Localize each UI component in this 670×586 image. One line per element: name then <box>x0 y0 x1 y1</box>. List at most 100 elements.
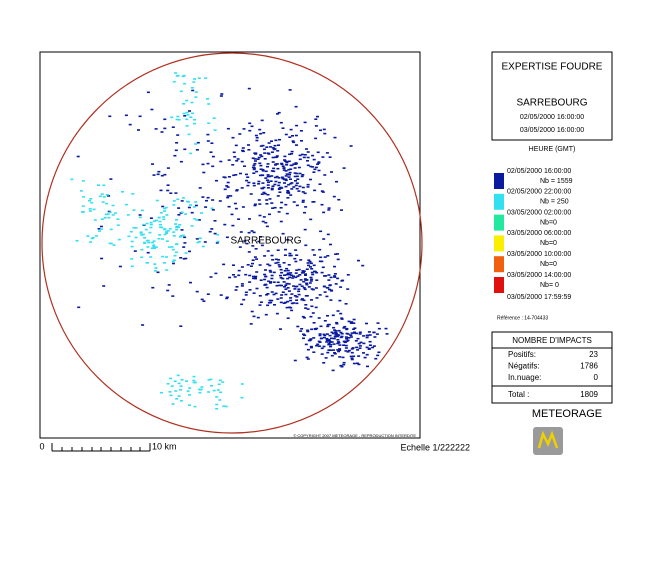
strike <box>246 264 250 266</box>
strike <box>332 195 336 198</box>
strike <box>306 348 310 351</box>
strike <box>340 332 344 335</box>
strike <box>263 152 267 154</box>
strike <box>332 343 336 345</box>
strike <box>270 277 274 280</box>
strike <box>293 175 297 178</box>
strike <box>180 379 184 381</box>
strike <box>249 193 253 195</box>
strike <box>252 292 256 294</box>
strike <box>326 315 329 317</box>
strike <box>322 333 326 336</box>
strike <box>347 320 351 323</box>
strike <box>289 194 293 196</box>
strike <box>248 129 252 132</box>
strike <box>175 118 179 121</box>
strike <box>302 317 306 319</box>
strike <box>333 335 337 338</box>
strike <box>186 390 190 392</box>
strike <box>292 141 296 144</box>
strike <box>286 269 290 272</box>
strike <box>312 264 316 267</box>
strike <box>258 162 262 165</box>
strike <box>242 128 246 130</box>
strike <box>180 211 184 214</box>
strike <box>240 285 244 287</box>
strike <box>376 354 380 357</box>
strike <box>353 327 357 329</box>
strike <box>290 309 294 312</box>
strike <box>330 341 334 343</box>
strike <box>94 235 98 237</box>
strike <box>244 291 248 294</box>
strike <box>274 156 278 159</box>
strike <box>311 288 315 291</box>
strike <box>357 342 361 345</box>
strike <box>88 199 91 202</box>
strike <box>285 161 289 164</box>
strike <box>293 359 297 362</box>
strike <box>344 336 348 338</box>
strike <box>235 189 239 192</box>
strike <box>268 198 272 200</box>
strike <box>286 190 290 192</box>
strike <box>175 398 179 400</box>
strike <box>270 202 274 204</box>
strike <box>283 182 286 184</box>
strike <box>215 403 219 406</box>
strike <box>160 174 164 177</box>
strike <box>170 385 174 387</box>
strike <box>295 299 299 301</box>
strike <box>266 304 270 307</box>
strike <box>169 377 172 380</box>
strike <box>259 132 263 135</box>
strike <box>252 182 256 184</box>
strike <box>219 160 223 163</box>
strike <box>211 209 215 211</box>
strike <box>216 233 219 236</box>
strike <box>163 127 167 130</box>
strike <box>296 325 300 328</box>
strike <box>276 150 280 152</box>
strike <box>251 259 255 261</box>
strike <box>288 173 291 176</box>
strike <box>207 391 211 393</box>
strike <box>200 386 204 388</box>
strike <box>248 274 252 277</box>
strike <box>295 302 299 305</box>
strike <box>287 290 291 292</box>
strike <box>337 198 341 201</box>
strike <box>267 302 271 304</box>
strike <box>263 158 267 160</box>
strike <box>100 218 104 220</box>
legend-count: Nb=0 <box>540 219 557 226</box>
strike <box>276 113 279 115</box>
strike <box>306 151 310 153</box>
strike <box>365 353 369 356</box>
strike <box>336 339 340 341</box>
legend-swatch <box>494 173 504 189</box>
strike <box>349 322 353 324</box>
strike <box>290 274 294 277</box>
strike <box>193 206 196 208</box>
strike <box>314 306 318 309</box>
strike <box>164 206 168 209</box>
strike <box>289 128 293 131</box>
strike <box>266 163 270 165</box>
strike <box>207 379 211 381</box>
strike <box>156 271 160 274</box>
strike <box>270 187 274 190</box>
strike <box>155 199 159 202</box>
strike <box>188 387 192 389</box>
strike <box>334 330 338 332</box>
strike <box>129 230 133 233</box>
strike <box>267 181 270 184</box>
strike <box>282 167 286 170</box>
strike <box>290 164 294 167</box>
strike <box>329 343 333 346</box>
strike <box>316 151 320 154</box>
strike <box>175 75 179 77</box>
strike <box>318 183 322 185</box>
legend-swatch <box>494 256 504 273</box>
